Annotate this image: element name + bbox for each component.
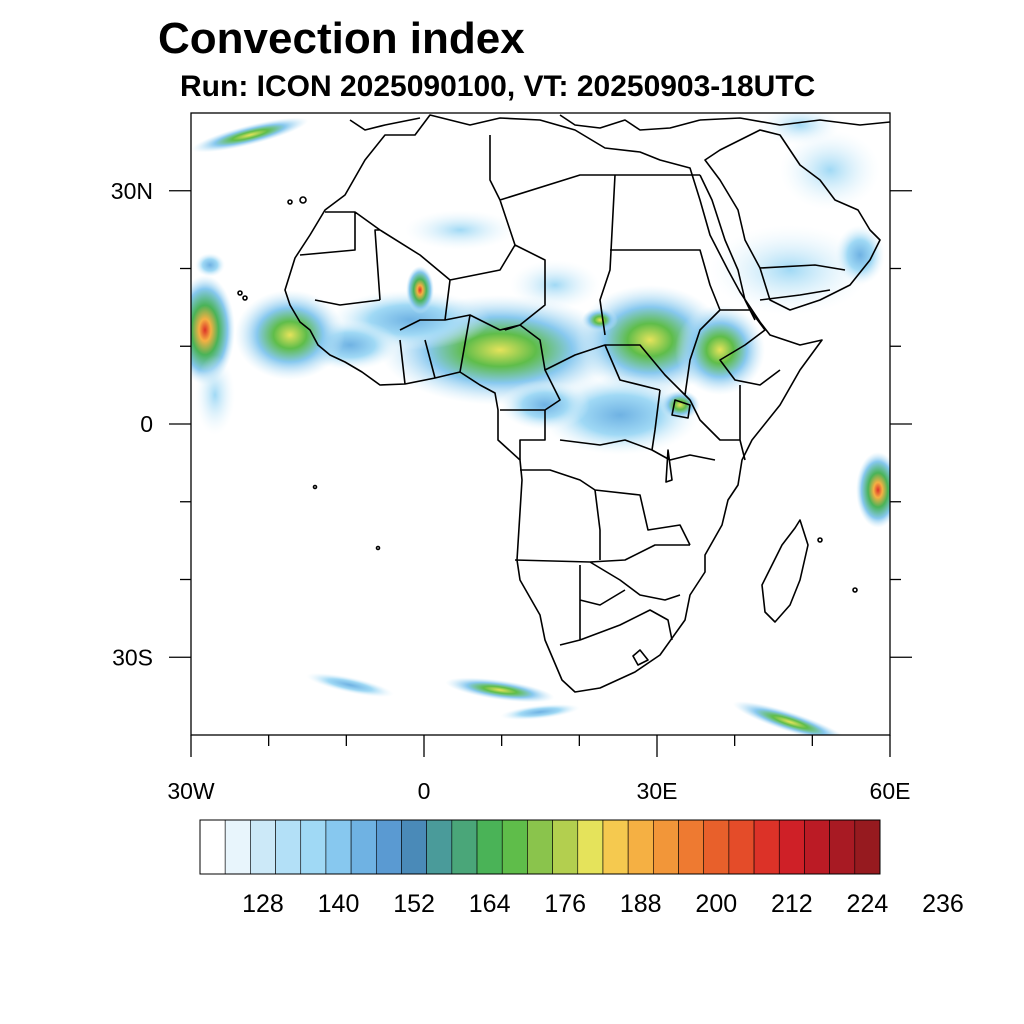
colorbar-label: 140 [318,890,360,918]
colorbar-swatch [703,819,730,875]
colorbar-swatch [552,819,579,875]
colorbar-label: 128 [242,890,284,918]
africa-coastline [284,114,823,693]
x-tick-label: 0 [418,778,431,804]
x-tick-label: 30E [637,778,678,804]
colorbar-swatch [527,819,553,875]
y-tick-label: 30N [111,178,153,204]
axis-ticks [169,190,912,757]
colorbar-swatch [728,819,755,875]
arabia-coastline [704,129,881,311]
colorbar-swatch [250,819,276,875]
colorbar-swatch [753,819,780,875]
colorbar-swatch [199,819,226,875]
colorbar-label: 176 [544,890,586,918]
colorbar-labels: 128 140 152 164 176 188 200 212 224 236 [242,890,964,918]
colorbar-swatch [375,819,402,875]
colorbar-swatch [778,819,805,875]
x-tick-label: 30W [167,778,215,804]
colorbar-swatch [350,819,377,875]
colorbar-label: 236 [922,890,964,918]
colorbar-swatch [275,819,302,875]
y-tick-label: 0 [140,411,153,437]
colorbar-label: 200 [695,890,737,918]
colorbar-label: 152 [393,890,435,918]
colorbar-swatch [451,819,478,875]
y-tick-label: 30S [112,644,153,670]
coastlines-borders [237,114,890,693]
colorbar-swatch [829,819,856,875]
chart-subtitle: Run: ICON 2025090100, VT: 20250903-18UTC [180,70,816,103]
colorbar-label: 212 [771,890,813,918]
colorbar [199,819,881,875]
colorbar-swatch [577,819,604,875]
colorbar-swatch [224,819,251,875]
colorbar-swatch [426,819,453,875]
x-tick-label: 60E [870,778,911,804]
colorbar-swatch [300,819,327,875]
madagascar-coastline [761,519,809,623]
colorbar-swatch [804,819,830,875]
colorbar-label: 164 [469,890,511,918]
colorbar-swatch [627,819,654,875]
chart-title: Convection index [158,14,525,63]
colorbar-label: 188 [620,890,662,918]
axis-tick-labels: 30W 0 30E 60E 30N 0 30S [111,178,911,804]
country-borders [299,135,846,646]
colorbar-swatch [325,819,352,875]
colorbar-swatch [401,819,427,875]
colorbar-label: 224 [847,890,889,918]
colorbar-frame [199,819,881,875]
colorbar-swatch [653,819,679,875]
convection-field [191,113,890,735]
colorbar-swatch [854,819,881,875]
colorbar-swatch [501,819,528,875]
colorbar-swatch [476,819,503,875]
colorbar-swatch [602,819,629,875]
colorbar-swatch [678,819,705,875]
